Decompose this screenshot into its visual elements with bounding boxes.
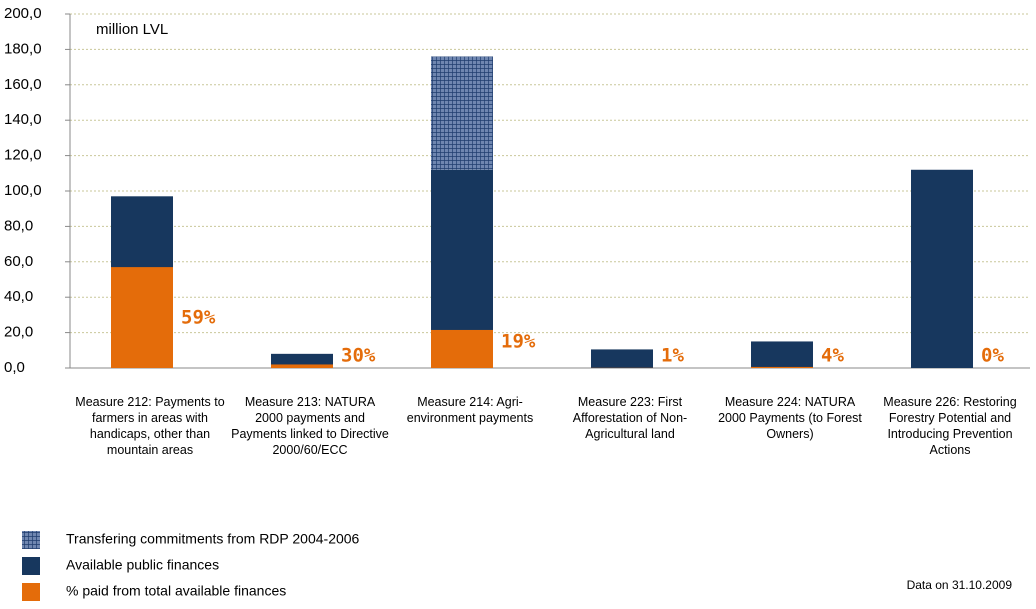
bar-paid (431, 329, 493, 368)
bar-available (591, 349, 653, 368)
y-tick-label: 100,0 (4, 182, 42, 199)
y-tick-label: 160,0 (4, 76, 42, 93)
legend-swatch (22, 531, 40, 549)
legend-swatch (22, 557, 40, 575)
y-tick-label: 0,0 (4, 359, 25, 376)
legend-label: % paid from total available finances (66, 583, 286, 599)
bar-available (911, 169, 973, 368)
bar-paid (751, 366, 813, 368)
percent-label: 1% (661, 345, 684, 367)
y-tick-label: 200,0 (4, 5, 42, 22)
bar-paid (271, 364, 333, 368)
legend-label: Available public finances (66, 557, 219, 573)
y-tick-label: 140,0 (4, 111, 42, 128)
legend-swatch (22, 583, 40, 601)
percent-label: 30% (341, 345, 376, 367)
y-tick-label: 120,0 (4, 147, 42, 164)
y-tick-label: 180,0 (4, 40, 42, 57)
percent-label: 59% (181, 307, 216, 329)
y-tick-label: 60,0 (4, 253, 33, 270)
percent-label: 19% (501, 331, 536, 353)
x-tick-label: Measure 226: Restoring Forestry Potentia… (883, 395, 1017, 457)
note: Data on 31.10.2009 (907, 578, 1013, 592)
bar-transfer (431, 56, 493, 170)
unit-annotation: million LVL (96, 21, 168, 38)
x-tick-label: Measure 224: NATURA 2000 Payments (to Fo… (718, 395, 862, 441)
x-tick-label: Measure 214: Agri-environment payments (406, 395, 534, 425)
x-tick-label: Measure 213: NATURA 2000 payments and Pa… (231, 395, 389, 457)
y-tick-label: 80,0 (4, 217, 33, 234)
x-tick-label: Measure 212: Payments to farmers in area… (75, 395, 225, 457)
percent-label: 4% (821, 345, 844, 367)
x-tick-label: Measure 223: First Afforestation of Non-… (572, 395, 688, 441)
bar-paid (111, 267, 173, 368)
percent-label: 0% (981, 345, 1004, 367)
y-tick-label: 20,0 (4, 324, 33, 341)
bar-available (751, 341, 813, 368)
y-tick-label: 40,0 (4, 288, 33, 305)
legend-label: Transfering commitments from RDP 2004-20… (66, 531, 360, 547)
